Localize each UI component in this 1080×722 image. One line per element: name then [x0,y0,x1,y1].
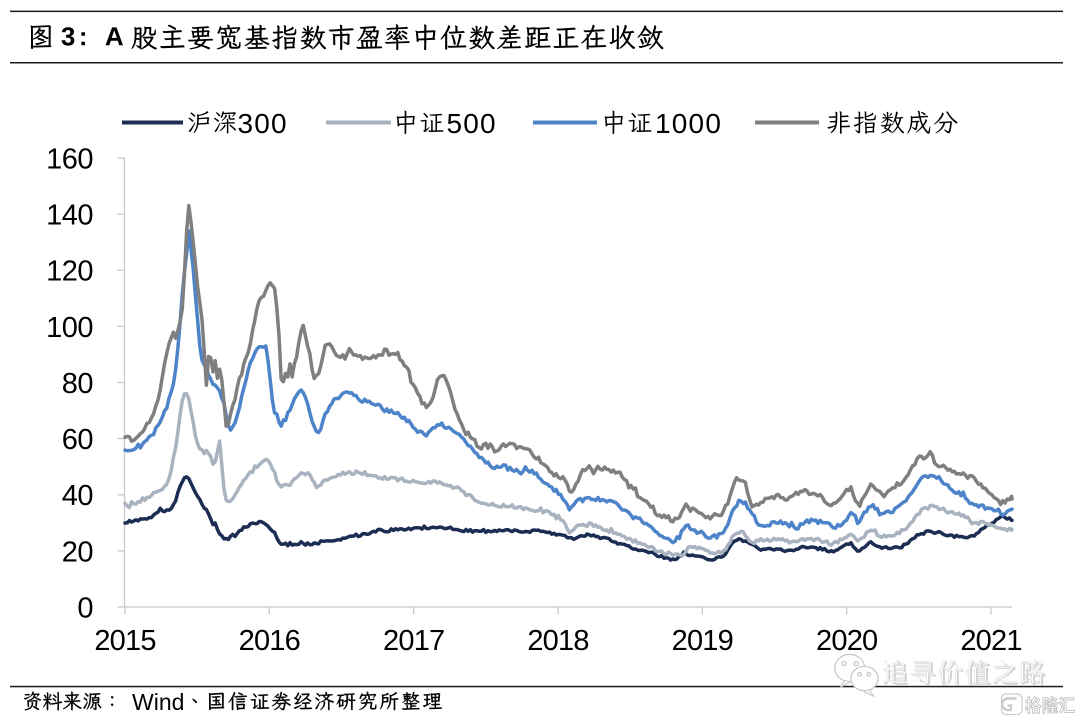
svg-text:Wind: Wind [132,689,184,715]
svg-text:100: 100 [46,312,93,344]
svg-text:2021: 2021 [960,625,1021,657]
svg-text:0: 0 [77,592,93,624]
svg-text:2019: 2019 [672,625,733,657]
svg-text:2018: 2018 [527,625,588,657]
svg-text:20: 20 [62,536,93,568]
svg-text:140: 140 [46,200,93,232]
svg-text:60: 60 [62,424,93,456]
svg-text:120: 120 [46,256,93,288]
svg-text:1000: 1000 [655,108,722,139]
svg-text:2015: 2015 [94,625,155,657]
svg-text:500: 500 [447,108,497,139]
svg-text:300: 300 [238,108,288,139]
svg-text:80: 80 [62,368,93,400]
svg-text:160: 160 [46,143,93,175]
svg-text:2020: 2020 [816,625,877,657]
svg-text:40: 40 [62,480,93,512]
svg-text:2016: 2016 [239,625,300,657]
svg-text:2017: 2017 [383,625,444,657]
